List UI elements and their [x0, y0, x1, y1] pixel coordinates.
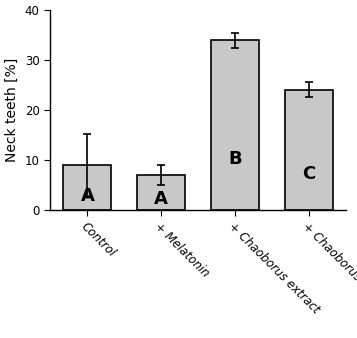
- Bar: [64, 165, 111, 210]
- Text: B: B: [228, 150, 242, 168]
- Bar: [137, 175, 185, 210]
- Y-axis label: Neck teeth [%]: Neck teeth [%]: [5, 58, 19, 162]
- Text: A: A: [80, 187, 94, 205]
- Text: A: A: [154, 190, 168, 208]
- Bar: [211, 40, 259, 210]
- Bar: [285, 90, 333, 210]
- Text: C: C: [302, 165, 316, 183]
